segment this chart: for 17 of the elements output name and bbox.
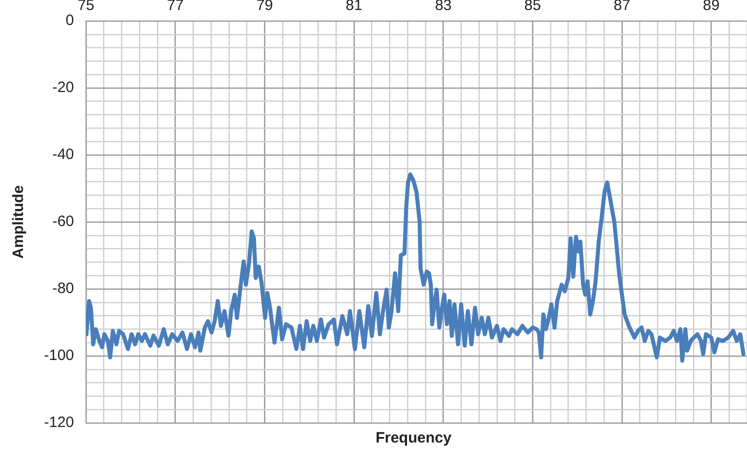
y-tick-label: -60 bbox=[52, 213, 74, 230]
y-tick-label: -80 bbox=[52, 280, 74, 298]
x-tick-label: 89 bbox=[702, 0, 720, 14]
x-tick-label: 81 bbox=[346, 0, 362, 14]
y-tick-label: -120 bbox=[44, 414, 74, 432]
x-tick-label: 75 bbox=[78, 0, 94, 14]
x-tick-label: 79 bbox=[256, 0, 274, 14]
x-tick-label: 77 bbox=[167, 0, 184, 14]
x-tick-label: 87 bbox=[614, 0, 630, 14]
y-tick-label: 0 bbox=[66, 12, 74, 30]
y-tick-label: -20 bbox=[52, 79, 74, 96]
y-axis-title: Amplitude bbox=[10, 185, 28, 259]
x-tick-label: 85 bbox=[524, 0, 541, 14]
y-tick-label: -40 bbox=[52, 146, 74, 164]
x-axis-title: Frequency bbox=[376, 430, 452, 447]
y-tick-label: -100 bbox=[44, 347, 74, 364]
x-tick-label: 83 bbox=[434, 0, 452, 14]
